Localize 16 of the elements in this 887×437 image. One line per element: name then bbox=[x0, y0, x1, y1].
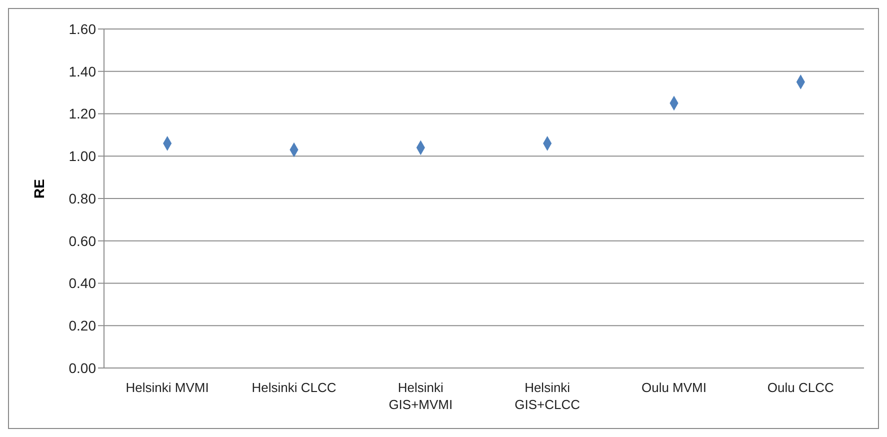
y-tick-label: 1.40 bbox=[68, 63, 96, 80]
x-tick-label: Oulu CLCC bbox=[767, 380, 834, 395]
x-tick-label: Helsinki GIS+MVMI bbox=[388, 380, 453, 412]
y-tick-label: 0.00 bbox=[68, 360, 96, 376]
y-tick-label: 1.00 bbox=[68, 148, 96, 164]
y-tick-label: 0.40 bbox=[68, 275, 96, 292]
y-tick-label: 0.80 bbox=[68, 190, 96, 206]
y-tick-label: 0.60 bbox=[68, 232, 96, 249]
y-tick-label: 1.20 bbox=[68, 106, 96, 122]
x-tick-label: Helsinki CLCC bbox=[252, 380, 336, 395]
x-tick-label: Helsinki MVMI bbox=[126, 380, 209, 395]
y-tick-label: 0.20 bbox=[68, 318, 96, 334]
y-tick-label: 1.60 bbox=[68, 20, 96, 37]
x-tick-label: Oulu MVMI bbox=[641, 380, 707, 395]
x-tick-label: Helsinki GIS+CLCC bbox=[514, 380, 580, 412]
y-axis-title: RE bbox=[30, 179, 47, 198]
